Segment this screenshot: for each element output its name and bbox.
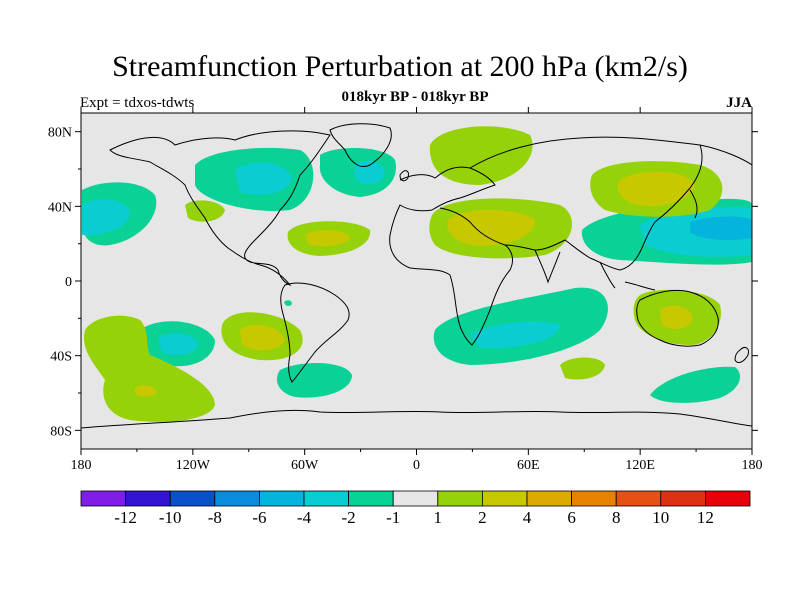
x-tick-label: 0 (413, 458, 420, 473)
colorbar-swatch (125, 490, 171, 507)
south-america-coastline (280, 282, 350, 383)
x-tick-label: 60E (517, 458, 540, 473)
season-label: JJA (726, 95, 752, 111)
colorbar-tick-label: 1 (434, 508, 443, 527)
field-south-pacific-core (135, 385, 157, 397)
colorbar: -12 -10 -8 -6 -4 -2 -1 1 2 4 6 8 10 12 (80, 490, 751, 527)
field-south-atlantic-negative (276, 363, 352, 398)
colorbar-swatch (80, 490, 126, 507)
asia-coastline (469, 136, 752, 271)
colorbar-tick-label: -8 (208, 508, 222, 527)
colorbar-swatch (705, 490, 751, 507)
indian-peninsula-coastline (534, 249, 561, 284)
southeast-asia-coastline (599, 261, 656, 291)
x-axis: 180 120W 60W 0 60E 120E 180 (71, 107, 763, 473)
period-label: 018kyr BP - 018kyr BP (341, 89, 489, 105)
field-north-pacific-core (82, 199, 130, 236)
colorbar-swatch (660, 490, 706, 507)
y-tick-label: 80S (50, 424, 72, 439)
field-siberia-positive (429, 126, 533, 185)
colorbar-tick-label: -12 (114, 508, 137, 527)
x-tick-label: 120E (625, 458, 655, 473)
colorbar-swatch (169, 490, 216, 507)
colorbar-swatch (258, 490, 305, 507)
colorbar-tick-label: -2 (342, 508, 356, 527)
x-tick-label: 120W (176, 458, 211, 473)
experiment-label: Expt = tdxos-tdwts (80, 95, 195, 111)
chart-title: Streamfunction Perturbation at 200 hPa (… (112, 50, 688, 83)
colorbar-tick-label: 12 (697, 508, 714, 527)
field-southern-ocean-negative (650, 366, 740, 403)
colorbar-tick-label: -1 (386, 508, 400, 527)
colorbar-swatch (526, 490, 572, 507)
colorbar-tick-label: 8 (612, 508, 621, 527)
y-tick-label: 80N (48, 126, 72, 141)
field-caribbean-core (305, 230, 350, 247)
colorbar-tick-label: 10 (652, 508, 669, 527)
colorbar-swatch (571, 490, 617, 507)
field-caribbean-small (284, 300, 292, 307)
japan-coastline (689, 189, 698, 219)
uk-coastline (399, 170, 409, 182)
colorbar-tick-label: -4 (297, 508, 312, 527)
colorbar-swatch (348, 490, 394, 507)
field-south-atlantic-core (240, 324, 285, 351)
y-tick-label: 40S (50, 350, 72, 365)
x-tick-label: 180 (71, 458, 92, 473)
y-tick-label: 0 (65, 275, 72, 290)
greenland-coastline (329, 123, 392, 167)
y-tick-label: 40N (48, 200, 72, 215)
colorbar-tick-label: -6 (252, 508, 266, 527)
field-mexico-positive (185, 200, 225, 222)
x-tick-label: 60W (291, 458, 319, 473)
colorbar-swatch (392, 490, 439, 507)
field-east-asia-core (617, 171, 695, 206)
field-northwest-pacific-center (690, 216, 752, 240)
field-south-indian-positive (560, 357, 605, 380)
x-tick-label: 180 (742, 458, 763, 473)
field-indian-ocean-core (470, 321, 560, 349)
colorbar-swatch (615, 490, 662, 507)
antarctica-coastline (81, 409, 752, 429)
field-north-america-core (235, 162, 292, 195)
field-australia-core (660, 305, 693, 330)
new-zealand-coastline (734, 347, 749, 363)
contour-fields (82, 126, 752, 422)
north-america-coastline (109, 130, 331, 287)
colorbar-tick-label: 2 (478, 508, 487, 527)
colorbar-tick-label: 6 (567, 508, 576, 527)
colorbar-swatch (481, 490, 528, 507)
australia-coastline (636, 289, 719, 347)
europe-africa-coastline (389, 166, 513, 346)
field-middle-east-core (447, 209, 535, 246)
y-axis: 80N 40N 0 40S 80S (48, 126, 758, 439)
colorbar-swatch (437, 490, 483, 507)
coastlines (81, 123, 752, 429)
colorbar-tick-label: -10 (159, 508, 182, 527)
field-south-pacific-positive (84, 315, 215, 422)
colorbar-swatch (214, 490, 260, 507)
colorbar-tick-label: 4 (523, 508, 532, 527)
field-southeast-pacific-core (158, 333, 198, 356)
colorbar-swatch (303, 490, 349, 507)
